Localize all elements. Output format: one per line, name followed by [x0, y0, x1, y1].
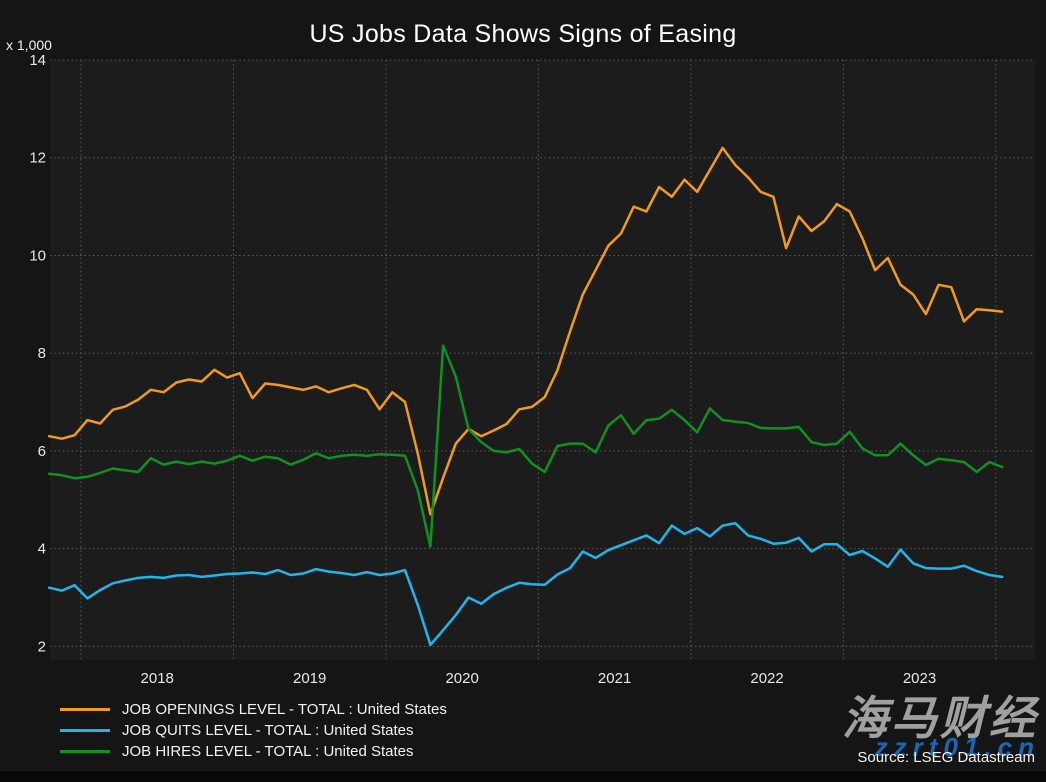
- svg-text:2: 2: [38, 638, 46, 655]
- svg-text:6: 6: [38, 443, 46, 460]
- svg-text:12: 12: [29, 150, 46, 167]
- chart-legend: JOB OPENINGS LEVEL - TOTAL : United Stat…: [60, 699, 447, 762]
- svg-text:2023: 2023: [903, 670, 936, 687]
- legend-item-quits: JOB QUITS LEVEL - TOTAL : United States: [60, 720, 447, 741]
- svg-text:2018: 2018: [141, 670, 174, 687]
- x-gridlines: [80, 60, 997, 660]
- quits-line-swatch: [60, 729, 110, 732]
- svg-text:8: 8: [38, 345, 46, 362]
- y-gridlines: [50, 59, 1035, 647]
- bottom-border-strip: [0, 771, 1046, 782]
- source-credit: Source: LSEG Datastream: [857, 749, 1035, 766]
- hires-line-swatch: [60, 750, 110, 753]
- svg-text:2021: 2021: [598, 670, 631, 687]
- svg-text:2020: 2020: [445, 670, 478, 687]
- quits-series-line: [47, 521, 1004, 647]
- svg-text:14: 14: [29, 52, 46, 69]
- plot-area: [50, 60, 1035, 660]
- svg-text:10: 10: [29, 247, 46, 264]
- hires-series-line: [47, 344, 1004, 548]
- openings-legend-label: JOB OPENINGS LEVEL - TOTAL : United Stat…: [122, 701, 447, 718]
- svg-text:2019: 2019: [293, 670, 326, 687]
- y-tick-labels: 2 4 6 8 10 12 14: [29, 52, 46, 655]
- legend-item-hires: JOB HIRES LEVEL - TOTAL : United States: [60, 741, 447, 762]
- svg-text:4: 4: [38, 541, 46, 558]
- openings-line-swatch: [60, 708, 110, 711]
- y-axis-unit-label: x 1,000: [6, 37, 52, 53]
- x-tick-labels: 2018 2019 2020 2021 2022 2023: [141, 670, 937, 687]
- legend-item-openings: JOB OPENINGS LEVEL - TOTAL : United Stat…: [60, 699, 447, 720]
- watermark-brand: 海马财经: [842, 692, 1038, 744]
- chart-title: US Jobs Data Shows Signs of Easing: [309, 20, 737, 48]
- hires-legend-label: JOB HIRES LEVEL - TOTAL : United States: [122, 743, 414, 760]
- openings-series-line: [47, 146, 1004, 516]
- quits-legend-label: JOB QUITS LEVEL - TOTAL : United States: [122, 722, 414, 739]
- svg-text:2022: 2022: [750, 670, 783, 687]
- watermark-site-url: zzrt01.cn: [874, 732, 1040, 762]
